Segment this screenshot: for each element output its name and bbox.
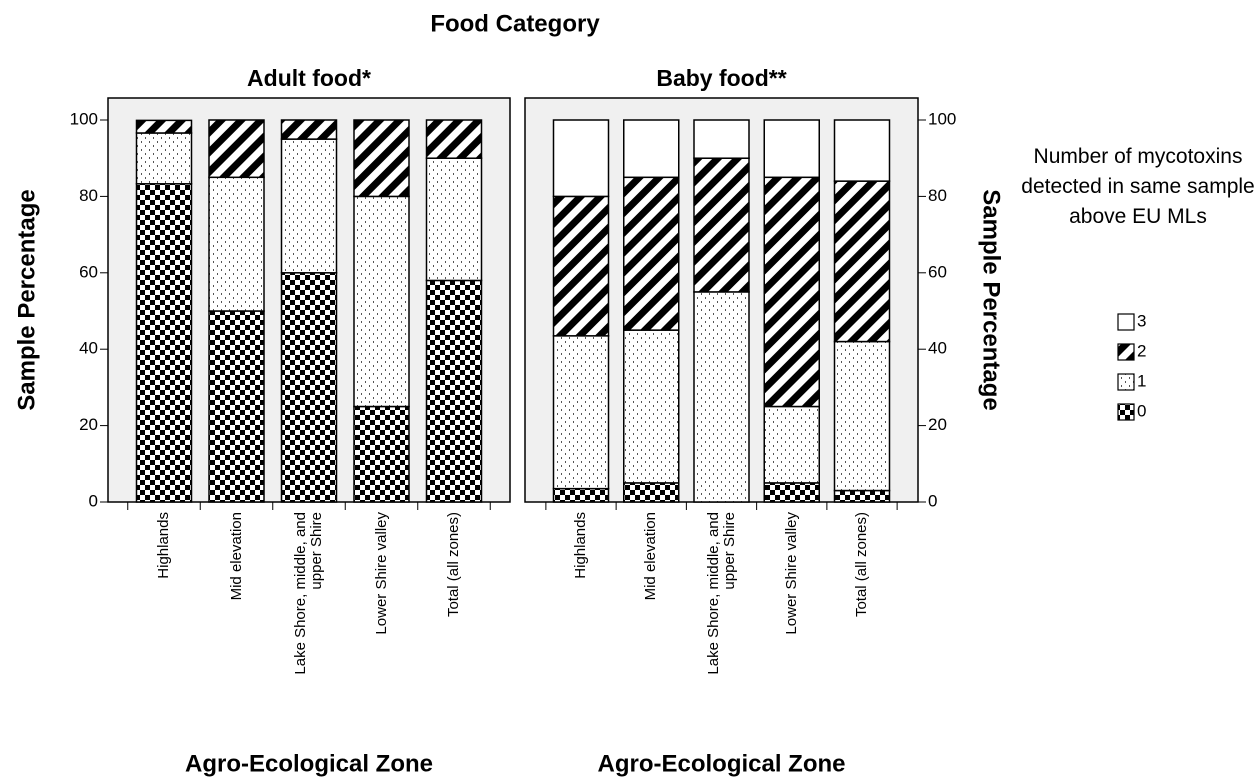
legend-label: 3 <box>1137 311 1146 330</box>
y-tick-label: 40 <box>79 339 98 358</box>
bar-segment <box>623 482 680 503</box>
y-tick-label: 100 <box>928 109 956 128</box>
x-tick-label: Lake Shore, middle, and upper Shire <box>292 512 325 675</box>
bar-segment <box>208 310 265 503</box>
x-tick-label: Highlands <box>155 512 172 579</box>
bar-segment <box>552 195 610 337</box>
x-tick-label: Mid elevation <box>642 512 660 601</box>
bar-segment <box>425 279 483 503</box>
x-tick-label: Mid elevation <box>227 512 245 601</box>
bar-segment <box>833 340 891 492</box>
bar-segment <box>353 119 410 198</box>
bar-segment <box>763 119 820 179</box>
y-axis-label: Sample Percentage <box>978 189 1005 410</box>
x-tick-label: Highlands <box>572 512 589 579</box>
y-axis-label: Sample Percentage <box>13 189 40 410</box>
y-tick-label: 80 <box>928 186 947 205</box>
bar-segment <box>693 157 750 293</box>
bar-segment <box>552 487 610 503</box>
bar-segment <box>208 119 265 179</box>
y-tick-label: 20 <box>79 415 98 434</box>
legend-label: 1 <box>1137 371 1146 390</box>
y-tick-label: 20 <box>928 415 947 434</box>
bar-segment <box>693 119 750 159</box>
panel-title: Adult food* <box>247 65 371 91</box>
y-tick-label: 40 <box>928 339 947 358</box>
x-axis-label: Agro-Ecological Zone <box>185 750 433 777</box>
super-title: Food Category <box>430 10 600 37</box>
bar-segment <box>763 482 820 503</box>
bar-segment <box>833 119 891 182</box>
bar-segment <box>763 176 820 408</box>
y-tick-label: 60 <box>928 262 947 281</box>
y-tick-label: 0 <box>89 491 98 510</box>
legend-label: 2 <box>1137 341 1146 360</box>
bar-segment <box>623 329 680 484</box>
bar-segment <box>425 119 483 159</box>
legend-swatch <box>1117 313 1135 331</box>
legend-swatch <box>1117 343 1135 361</box>
bar-segment <box>353 405 410 503</box>
bar-segment <box>135 132 193 185</box>
bar-segment <box>280 138 338 274</box>
legend-swatch <box>1117 403 1135 421</box>
y-tick-label: 60 <box>79 262 98 281</box>
y-tick-label: 100 <box>70 109 98 128</box>
bar-segment <box>135 119 193 134</box>
panel-title: Baby food** <box>656 65 786 91</box>
bar-segment <box>763 405 820 484</box>
bar-segment <box>353 195 410 408</box>
y-tick-label: 0 <box>928 491 937 510</box>
legend-title: Number of mycotoxins detected in same sa… <box>1021 145 1255 228</box>
y-tick-label: 80 <box>79 186 98 205</box>
bar-segment <box>623 176 680 331</box>
bar-segment <box>135 183 193 503</box>
x-tick-label: Lake Shore, middle, and upper Shire <box>704 512 738 675</box>
bar-segment <box>280 272 338 503</box>
bar-segment <box>833 489 891 503</box>
bar-segment <box>623 119 680 179</box>
x-tick-label: Total (all zones) <box>853 512 870 618</box>
bar-segment <box>833 180 891 343</box>
legend-swatch <box>1117 373 1135 391</box>
x-tick-label: Lower Shire valley <box>372 512 390 635</box>
x-tick-label: Lower Shire valley <box>782 512 800 635</box>
bar-segment <box>693 291 750 503</box>
bar-segment <box>280 119 338 140</box>
bar-segment <box>425 157 483 282</box>
bar-segment <box>552 335 610 490</box>
x-tick-label: Total (all zones) <box>445 512 462 618</box>
bar-segment <box>208 176 265 312</box>
legend-label: 0 <box>1137 401 1146 420</box>
bar-segment <box>552 119 610 198</box>
x-axis-label: Agro-Ecological Zone <box>597 750 845 777</box>
